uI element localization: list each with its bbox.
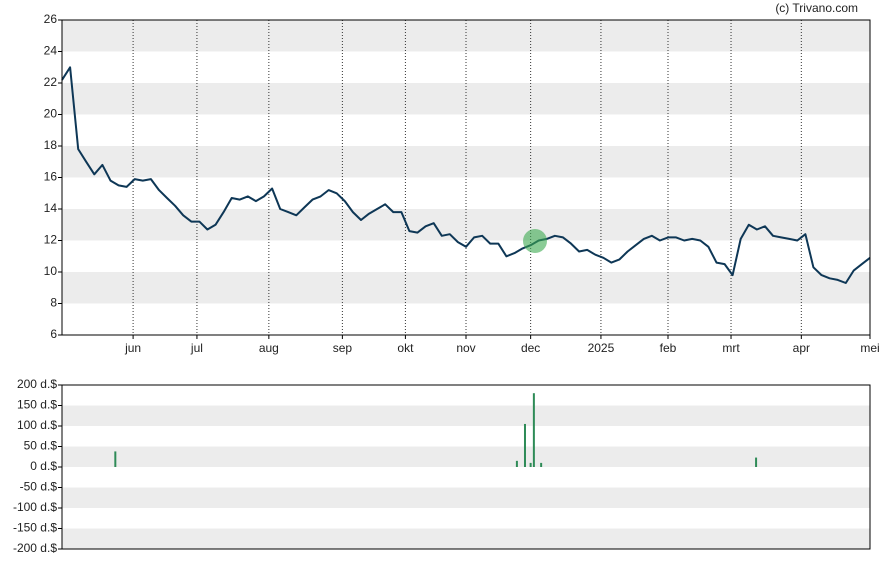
- x-tick-label: jul: [190, 341, 203, 355]
- highlight: [523, 229, 547, 253]
- x-tick-label: jun: [124, 341, 141, 355]
- x-tick-label: 2025: [588, 341, 615, 355]
- volume-bar: [529, 462, 532, 467]
- x-tick-label: nov: [456, 341, 475, 355]
- band: [62, 528, 870, 549]
- x-tick-label: dec: [521, 341, 540, 355]
- x-tick-label: okt: [397, 341, 414, 355]
- y-tick-label: 8: [50, 296, 57, 310]
- y-tick-label: 200 d.$: [17, 377, 57, 391]
- y-tick-label: 0 d.$: [30, 459, 57, 473]
- y-tick-label: 10: [44, 264, 58, 278]
- plot-frame: [61, 19, 871, 336]
- credit: (c) Trivano.com: [775, 1, 858, 15]
- x-tick-label: apr: [793, 341, 810, 355]
- y-tick-label: 6: [50, 327, 57, 341]
- y-tick-label: 26: [44, 12, 58, 26]
- x-tick-label: sep: [333, 341, 353, 355]
- y-tick-label: 18: [44, 138, 58, 152]
- y-tick-label: 150 d.$: [17, 398, 57, 412]
- y-tick-label: 50 d.$: [24, 439, 58, 453]
- volume-bar: [755, 457, 758, 467]
- y-tick-label: 22: [44, 75, 58, 89]
- y-tick-label: 12: [44, 233, 58, 247]
- x-tick-label: aug: [259, 341, 279, 355]
- y-tick-label: -50 d.$: [20, 480, 58, 494]
- y-tick-label: 16: [44, 170, 58, 184]
- y-tick-label: -100 d.$: [13, 500, 57, 514]
- band: [62, 487, 870, 508]
- band: [62, 405, 870, 426]
- y-tick-label: 24: [44, 44, 58, 58]
- volume-bar: [515, 460, 518, 467]
- band: [62, 446, 870, 467]
- x-tick-label: mrt: [722, 341, 740, 355]
- y-tick-label: -150 d.$: [13, 521, 57, 535]
- y-tick-label: -200 d.$: [13, 541, 57, 555]
- plot-frame: [61, 384, 871, 550]
- price-line: [61, 66, 871, 284]
- volume-bar: [114, 451, 117, 467]
- y-tick-label: 20: [44, 107, 58, 121]
- volume-bar: [523, 423, 526, 467]
- volume-bar: [540, 462, 543, 467]
- x-tick-label: mei: [860, 341, 879, 355]
- x-tick-label: feb: [660, 341, 677, 355]
- y-tick-label: 14: [44, 201, 58, 215]
- y-tick-label: 100 d.$: [17, 418, 57, 432]
- volume-bar: [532, 393, 535, 467]
